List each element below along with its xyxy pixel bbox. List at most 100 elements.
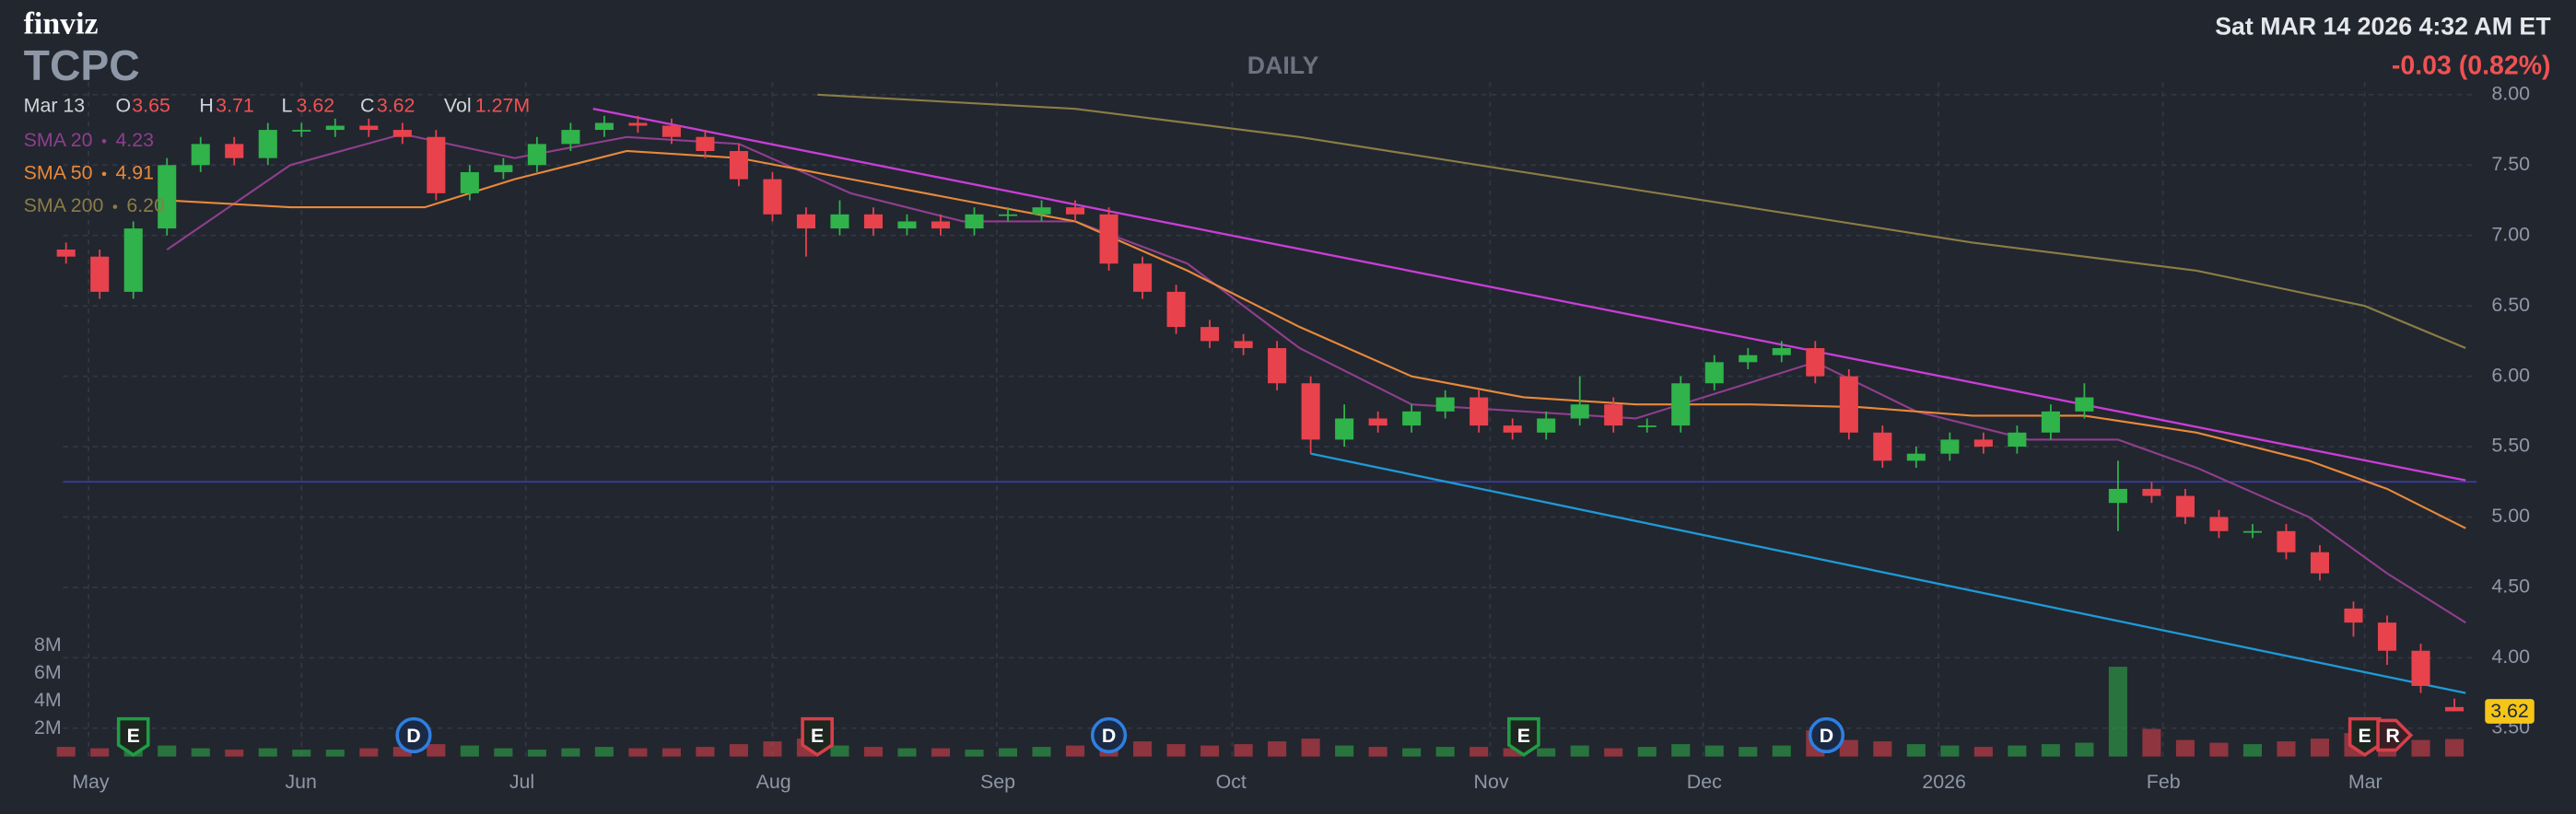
y-tick-label: 7.50 bbox=[2491, 153, 2530, 175]
candle-body bbox=[1873, 432, 1892, 461]
volume-bar bbox=[1671, 744, 1691, 757]
event-marker[interactable] bbox=[801, 716, 834, 757]
candle-body bbox=[1099, 214, 1118, 264]
candle-body bbox=[1234, 341, 1253, 349]
candle-body bbox=[527, 144, 546, 166]
candle-body bbox=[1301, 383, 1320, 440]
candle-body bbox=[1402, 411, 1422, 426]
ohlc-label: H bbox=[199, 94, 213, 116]
candle-body bbox=[628, 122, 648, 126]
legend-name[interactable]: SMA 20 bbox=[24, 129, 93, 151]
candle-body bbox=[158, 165, 177, 229]
candle-body bbox=[292, 130, 311, 132]
ticker: TCPC bbox=[24, 41, 140, 89]
candle-body bbox=[1604, 404, 1623, 426]
event-label[interactable]: R bbox=[2385, 725, 2399, 747]
last-price-label: 3.62 bbox=[2490, 700, 2529, 722]
volume-bar bbox=[1435, 747, 1455, 757]
candle-body bbox=[191, 144, 210, 166]
candle-body bbox=[796, 214, 815, 229]
candle-body bbox=[1066, 207, 1085, 215]
candle-body bbox=[1806, 348, 1825, 377]
event-label[interactable]: E bbox=[2359, 725, 2371, 747]
candle-body bbox=[2041, 411, 2060, 433]
event-marker[interactable] bbox=[1507, 716, 1540, 757]
candle-body bbox=[56, 250, 76, 257]
candle-body bbox=[696, 136, 715, 152]
volume-bar bbox=[763, 741, 782, 757]
event-label[interactable]: E bbox=[1517, 725, 1530, 747]
ohlc-value: 3.62 bbox=[297, 94, 335, 116]
candle-body bbox=[1671, 383, 1691, 426]
candle-body bbox=[2108, 488, 2127, 504]
candle-body bbox=[1469, 397, 1489, 426]
candle-body bbox=[998, 214, 1018, 216]
candle-body bbox=[897, 221, 917, 229]
y-tick-label: 7.00 bbox=[2491, 223, 2530, 245]
candle-body bbox=[1368, 418, 1388, 426]
y-tick-label: 4.00 bbox=[2491, 645, 2530, 668]
candle-body bbox=[2277, 530, 2296, 552]
volume-bar bbox=[1839, 739, 1858, 757]
candle-body bbox=[561, 130, 580, 145]
candle-body bbox=[1940, 439, 1960, 454]
candle-body bbox=[1268, 348, 1287, 384]
volume-bar bbox=[1739, 747, 1758, 757]
event-marker[interactable] bbox=[395, 716, 432, 754]
logo[interactable]: finviz bbox=[24, 6, 99, 41]
volume-bar bbox=[1772, 745, 1791, 757]
ohlc-date: Mar 13 bbox=[24, 94, 86, 116]
volume-bar bbox=[2277, 741, 2296, 757]
legend-name[interactable]: SMA 50 bbox=[24, 162, 93, 184]
event-marker[interactable] bbox=[2376, 718, 2414, 752]
volume-bar bbox=[897, 748, 917, 757]
event-label[interactable]: D bbox=[1820, 725, 1833, 747]
x-tick-label: Nov bbox=[1474, 771, 1509, 793]
legend-value: 4.91 bbox=[115, 162, 154, 184]
candle-body bbox=[931, 221, 951, 229]
x-tick-label: May bbox=[72, 771, 110, 793]
event-label[interactable]: E bbox=[811, 725, 824, 747]
price-change: -0.03 (0.82%) bbox=[2392, 52, 2551, 81]
volume-bar bbox=[325, 750, 345, 757]
volume-bar bbox=[225, 750, 244, 757]
volume-bar bbox=[2008, 745, 2027, 757]
volume-bar bbox=[863, 747, 884, 757]
event-marker[interactable] bbox=[1808, 716, 1845, 754]
event-marker[interactable] bbox=[116, 716, 150, 757]
volume-bar bbox=[258, 748, 277, 757]
event-label[interactable]: D bbox=[406, 725, 420, 747]
event-marker[interactable] bbox=[2348, 716, 2382, 757]
volume-bar bbox=[1234, 744, 1253, 757]
ohlc-row: Mar 13 O 3.65 H 3.71 L 3.62 C 3.62 Vol 1… bbox=[24, 94, 531, 116]
candle-body bbox=[1200, 327, 1220, 342]
candle-body bbox=[2377, 622, 2397, 651]
candle-body bbox=[1133, 263, 1153, 292]
candle-body bbox=[1166, 291, 1186, 328]
sma-line bbox=[166, 133, 2466, 624]
ohlc-label: Vol bbox=[444, 94, 472, 116]
candle-body bbox=[258, 130, 277, 158]
candle-body bbox=[662, 125, 681, 137]
candle-body bbox=[2175, 495, 2195, 517]
volume-bar bbox=[2209, 742, 2229, 757]
volume-bar bbox=[1704, 745, 1724, 757]
candle-body bbox=[2008, 432, 2027, 448]
event-label[interactable]: E bbox=[127, 725, 140, 747]
candle-body bbox=[1772, 348, 1791, 355]
ohlc-value: 1.27M bbox=[475, 94, 530, 116]
legend-name[interactable]: SMA 200 bbox=[24, 194, 104, 216]
event-label[interactable]: D bbox=[1102, 725, 1116, 747]
volume-bar bbox=[1973, 747, 1993, 757]
x-tick-label: Sep bbox=[980, 771, 1015, 793]
y-tick-label: 6.50 bbox=[2491, 294, 2530, 316]
volume-bar bbox=[594, 747, 614, 757]
volume-bar bbox=[527, 750, 546, 757]
x-tick-label: Jul bbox=[509, 771, 534, 793]
x-tick-label: Dec bbox=[1687, 771, 1722, 793]
event-marker[interactable] bbox=[1090, 716, 1128, 754]
volume-tick-label: 2M bbox=[34, 716, 62, 738]
volume-bar bbox=[1166, 744, 1186, 757]
candle-body bbox=[830, 214, 849, 229]
